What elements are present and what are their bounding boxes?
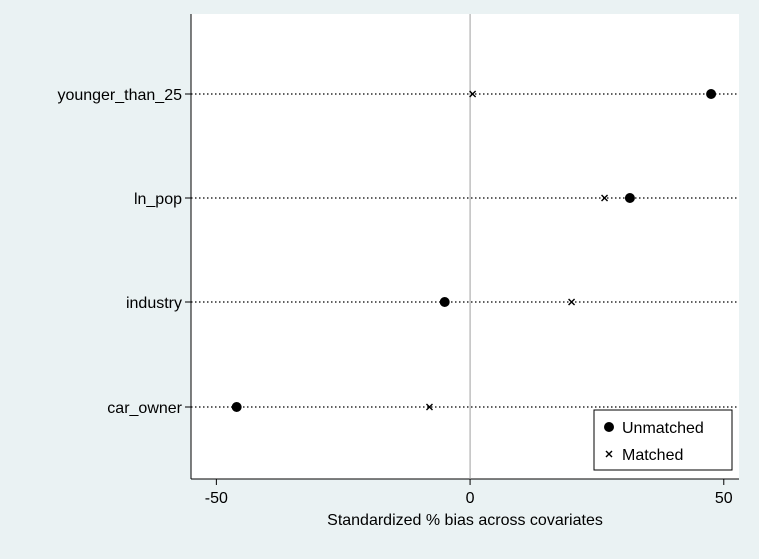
- category-label: ln_pop: [134, 191, 182, 208]
- unmatched-point: [439, 297, 450, 307]
- category-label: car_owner: [107, 400, 182, 417]
- x-axis-ticks: -50 0 50: [205, 479, 733, 507]
- legend-unmatched-marker: [604, 422, 614, 432]
- unmatched-point: [231, 402, 242, 412]
- matched-point: [469, 90, 477, 98]
- legend-matched-marker: [605, 450, 613, 458]
- legend-unmatched-label: Unmatched: [622, 420, 704, 437]
- x-tick-label: 50: [715, 490, 733, 507]
- category-label: younger_than_25: [57, 87, 182, 104]
- legend-box: [593, 409, 733, 471]
- matched-point: [425, 403, 433, 411]
- unmatched-point: [706, 89, 717, 99]
- category-label: industry: [126, 295, 182, 312]
- x-tick-label: 0: [466, 490, 475, 507]
- matched-point: [601, 194, 609, 202]
- plot-area: [191, 14, 739, 479]
- matched-point: [568, 298, 576, 306]
- x-tick-label: -50: [205, 490, 228, 507]
- data-marks: [231, 89, 717, 412]
- grid-lines: [191, 93, 739, 408]
- legend-matched-label: Matched: [622, 447, 683, 464]
- category-labels: younger_than_25 ln_pop industry car_owner: [57, 87, 191, 417]
- unmatched-point: [624, 193, 635, 203]
- legend: Unmatched Matched: [593, 409, 733, 471]
- x-axis-title: Standardized % bias across covariates: [327, 512, 603, 529]
